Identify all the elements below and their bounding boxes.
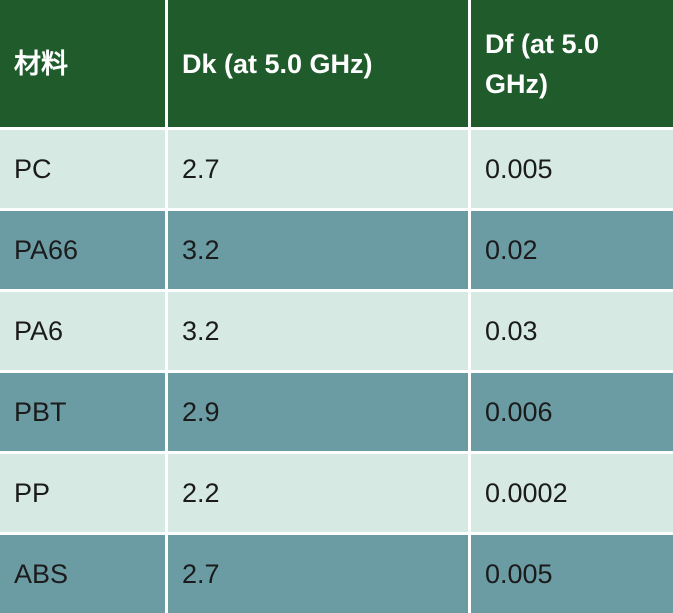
table-cell: 3.2 <box>168 292 468 370</box>
table-cell: 2.9 <box>168 373 468 451</box>
cell-text: 3.2 <box>182 234 220 265</box>
cell-text: 材料 <box>14 48 68 79</box>
cell-text: 0.02 <box>485 234 538 265</box>
table-cell: 2.7 <box>168 535 468 613</box>
cell-text: 0.005 <box>485 153 553 184</box>
table-cell: 0.005 <box>471 535 673 613</box>
cell-text: 2.2 <box>182 477 220 508</box>
table-cell: 0.005 <box>471 130 673 208</box>
cell-text: PA66 <box>14 234 79 265</box>
cell-text: 3.2 <box>182 315 220 346</box>
table-cell: 0.02 <box>471 211 673 289</box>
cell-text: Dk (at 5.0 GHz) <box>182 48 373 79</box>
header-cell: Df (at 5.0 GHz) <box>471 0 673 127</box>
cell-text: 0.005 <box>485 558 553 589</box>
table-cell: 2.2 <box>168 454 468 532</box>
cell-text: PBT <box>14 396 67 427</box>
cell-text: 0.0002 <box>485 477 568 508</box>
table-cell: PP <box>0 454 165 532</box>
table-cell: ABS <box>0 535 165 613</box>
header-cell: Dk (at 5.0 GHz) <box>168 0 468 127</box>
cell-text: PC <box>14 153 52 184</box>
table-cell: PBT <box>0 373 165 451</box>
table-cell: PA6 <box>0 292 165 370</box>
table-cell: 0.006 <box>471 373 673 451</box>
table-cell: 2.7 <box>168 130 468 208</box>
cell-text: 2.7 <box>182 558 220 589</box>
table-cell: 0.03 <box>471 292 673 370</box>
cell-text: 0.006 <box>485 396 553 427</box>
header-cell: 材料 <box>0 0 165 127</box>
cell-text: PP <box>14 477 51 508</box>
table-cell: 0.0002 <box>471 454 673 532</box>
table-cell: 3.2 <box>168 211 468 289</box>
cell-text: 0.03 <box>485 315 538 346</box>
table-cell: PC <box>0 130 165 208</box>
cell-text: 2.7 <box>182 153 220 184</box>
cell-text: 2.9 <box>182 396 220 427</box>
table-cell: PA66 <box>0 211 165 289</box>
cell-text: ABS <box>14 558 69 589</box>
cell-text: PA6 <box>14 315 64 346</box>
cell-text: Df (at 5.0 GHz) <box>485 28 600 99</box>
